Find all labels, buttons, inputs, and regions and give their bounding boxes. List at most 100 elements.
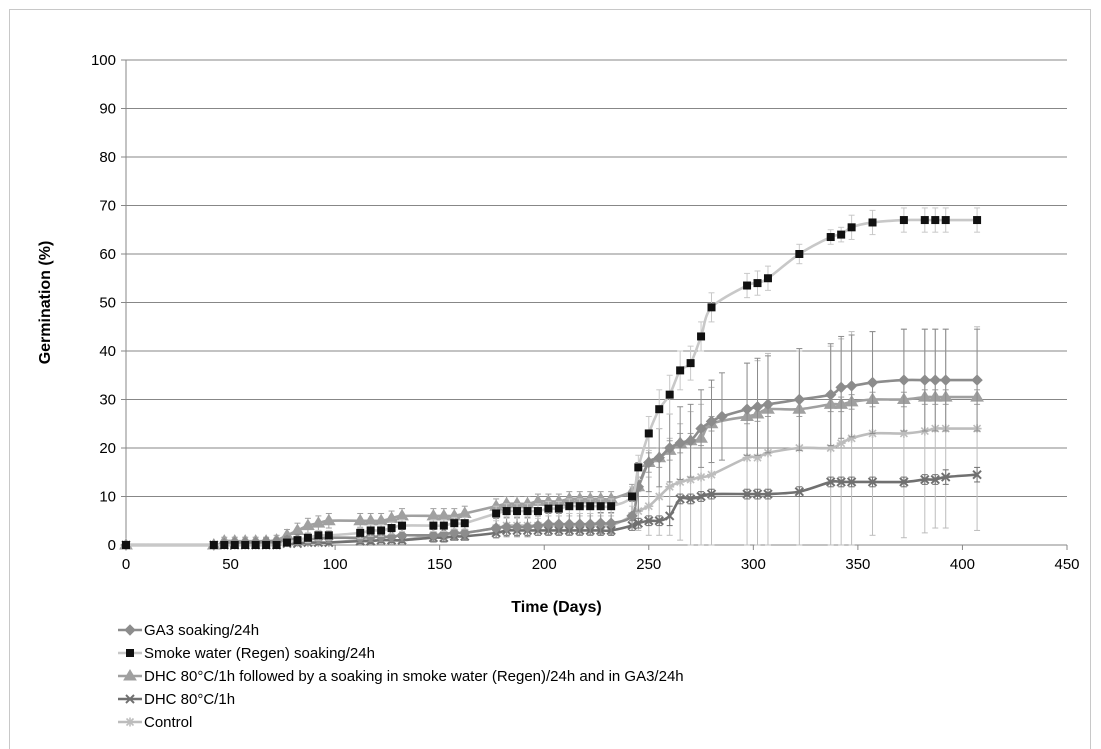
data-point — [502, 507, 511, 516]
data-point — [707, 303, 716, 312]
data-point — [628, 492, 637, 501]
data-point — [513, 507, 522, 516]
data-point — [644, 501, 654, 511]
x-tick-label: 100 — [323, 556, 348, 573]
data-point — [706, 489, 717, 499]
data-point — [930, 474, 940, 485]
data-point — [272, 541, 281, 549]
x-tick-label: 0 — [122, 556, 130, 573]
data-point — [837, 230, 846, 239]
data-point — [654, 516, 664, 526]
data-point — [847, 223, 856, 232]
data-point — [752, 489, 763, 499]
data-point — [605, 517, 617, 529]
data-point — [899, 216, 908, 225]
data-point — [705, 415, 718, 428]
legend-label: Control — [144, 714, 192, 731]
data-point — [836, 438, 846, 448]
data-point — [523, 507, 532, 516]
data-point — [262, 541, 271, 549]
data-point — [644, 429, 653, 438]
data-point — [230, 541, 239, 549]
data-point — [971, 374, 983, 386]
chart-frame — [9, 9, 1091, 749]
data-point — [836, 477, 846, 487]
data-point — [398, 521, 407, 530]
data-point — [707, 470, 717, 480]
data-point — [607, 502, 616, 511]
series-4 — [121, 326, 982, 550]
data-point — [941, 472, 951, 482]
data-point — [742, 489, 752, 499]
data-point — [521, 521, 534, 533]
x-tick-label: 50 — [222, 556, 239, 573]
legend-marker — [124, 624, 136, 636]
x-tick-label: 350 — [845, 556, 870, 573]
data-point — [283, 538, 292, 547]
data-point — [653, 451, 665, 464]
legend-item: DHC 80°C/1h followed by a soaking in smo… — [118, 668, 684, 685]
data-point — [626, 510, 638, 522]
legend: GA3 soaking/24h Smoke water (Regen) soaki… — [118, 622, 684, 731]
data-point — [753, 279, 762, 288]
data-point — [794, 486, 805, 497]
data-point — [634, 463, 643, 472]
y-tick-label: 70 — [99, 198, 116, 215]
data-point — [324, 531, 333, 540]
data-point — [459, 527, 471, 539]
legend-item: GA3 soaking/24h — [118, 622, 259, 639]
data-point — [920, 216, 929, 225]
data-point — [586, 502, 595, 511]
data-point — [293, 536, 302, 545]
data-point — [665, 390, 674, 399]
data-point — [743, 281, 752, 290]
data-point — [663, 442, 676, 454]
data-point — [122, 541, 130, 549]
data-point — [697, 332, 706, 341]
data-point — [563, 518, 576, 530]
y-tick-label: 90 — [99, 101, 116, 118]
data-point — [793, 393, 806, 406]
data-point — [685, 494, 696, 504]
x-tick-label: 200 — [532, 556, 557, 573]
data-point — [655, 405, 664, 414]
y-tick-label: 10 — [99, 489, 116, 506]
data-point — [311, 516, 326, 528]
data-point — [366, 526, 375, 535]
data-point — [665, 482, 675, 492]
data-point — [544, 504, 553, 513]
data-point — [427, 529, 440, 542]
legend-label: GA3 soaking/24h — [144, 622, 259, 639]
data-point — [500, 521, 513, 533]
data-point — [845, 380, 858, 392]
y-tick-label: 0 — [108, 537, 116, 554]
data-point — [847, 433, 857, 443]
data-point — [654, 492, 664, 501]
data-point — [450, 519, 459, 528]
data-point — [554, 504, 563, 513]
data-point — [676, 366, 685, 375]
y-axis-title: Germination (%) — [37, 241, 54, 365]
series-1 — [122, 207, 982, 549]
data-point — [460, 519, 469, 528]
data-point — [826, 233, 835, 242]
data-point — [565, 502, 574, 511]
x-axis-title: Time (Days) — [511, 599, 601, 616]
data-point — [741, 403, 753, 415]
legend-label: Smoke water (Regen) soaking/24h — [144, 645, 375, 662]
data-point — [220, 541, 229, 549]
y-tick-label: 20 — [99, 440, 116, 457]
legend-label: DHC 80°C/1h — [144, 691, 235, 708]
data-point — [321, 513, 336, 526]
data-point — [643, 456, 655, 469]
legend-marker — [126, 649, 134, 657]
data-point — [533, 507, 542, 516]
data-point — [695, 422, 707, 435]
data-point — [929, 374, 941, 386]
data-point — [575, 502, 584, 511]
data-point — [675, 494, 685, 504]
data-point — [314, 531, 323, 540]
y-tick-label: 40 — [99, 343, 116, 360]
legend-item: Control — [118, 714, 192, 731]
data-point — [920, 474, 930, 485]
